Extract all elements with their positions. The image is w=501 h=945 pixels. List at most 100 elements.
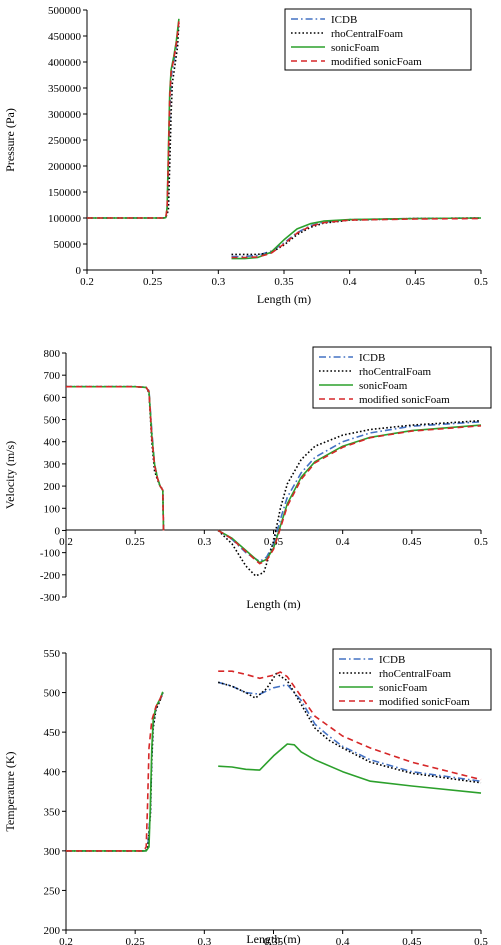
x-tick-label: 0.45 xyxy=(402,936,422,945)
x-tick-label: 0.2 xyxy=(59,536,73,548)
y-tick-label: 350 xyxy=(44,806,61,818)
y-tick-label: 500 xyxy=(44,688,61,700)
y-axis-title: Temperature (K) xyxy=(3,751,17,831)
series-line-2 xyxy=(66,692,164,852)
legend-label: rhoCentralFoam xyxy=(379,668,452,680)
legend: ICDB rhoCentralFoam sonicFoam modified soni… xyxy=(312,346,492,409)
y-axis-title: Velocity (m/s) xyxy=(3,441,17,509)
x-tick-label: 0.3 xyxy=(211,276,225,288)
y-tick-label: 150000 xyxy=(48,187,82,199)
y-tick-label: 200 xyxy=(44,481,61,493)
legend-label: ICDB xyxy=(359,352,385,364)
chart-1: 0 50000 100000 150000 200000 250000 300000 3500… xyxy=(3,5,488,306)
x-tick-label: 0.4 xyxy=(336,536,350,548)
y-tick-label: 800 xyxy=(44,348,61,360)
y-tick-label: 550 xyxy=(44,648,61,660)
y-tick-label: 100 xyxy=(44,503,61,515)
series-line-3 xyxy=(87,18,180,219)
x-tick-label: 0.4 xyxy=(343,276,357,288)
series-line-4 xyxy=(66,385,165,531)
series-line-1 xyxy=(87,20,180,219)
x-tick-label: 0.2 xyxy=(80,276,94,288)
y-tick-label: 250 xyxy=(44,885,61,897)
y-tick-label: 300 xyxy=(44,846,61,858)
legend-label: sonicFoam xyxy=(331,42,380,54)
y-tick-label: 0 xyxy=(55,525,61,537)
x-axis-title: Length (m) xyxy=(246,597,300,611)
series-line-2 xyxy=(87,22,180,219)
y-tick-label: 50000 xyxy=(54,239,82,251)
series-line-1 xyxy=(66,385,165,531)
x-tick-label: 0.5 xyxy=(474,276,488,288)
series-line-2 xyxy=(231,217,482,256)
legend-label: sonicFoam xyxy=(379,682,428,694)
legend: ICDB rhoCentralFoam sonicFoam modified soni… xyxy=(284,8,472,71)
y-tick-label: 700 xyxy=(44,370,61,382)
y-tick-label: 400 xyxy=(44,437,61,449)
series-line-4 xyxy=(217,425,482,565)
series-line-1 xyxy=(66,692,164,852)
chart-3: 200 250 300 350 400 450 500 550 0.2 0.25 0.3 0.35 0.… xyxy=(3,648,492,945)
legend-label: modified sonicFoam xyxy=(331,56,422,68)
x-tick-label: 0.3 xyxy=(197,536,211,548)
y-tick-label: 300 xyxy=(44,459,61,471)
legend-label: sonicFoam xyxy=(359,380,408,392)
x-tick-label: 0.25 xyxy=(126,536,146,548)
y-tick-label: 200 xyxy=(44,925,61,937)
series-line-4 xyxy=(66,692,164,852)
y-tick-label: 400 xyxy=(44,767,61,779)
series-line-4 xyxy=(231,217,482,259)
y-tick-label: 500 xyxy=(44,415,61,427)
y-tick-label: 200000 xyxy=(48,161,82,173)
y-tick-label: 600 xyxy=(44,392,61,404)
x-tick-label: 0.45 xyxy=(402,536,422,548)
y-tick-label: -200 xyxy=(40,570,61,582)
series-line-4 xyxy=(87,21,180,219)
y-tick-label: 300000 xyxy=(48,109,82,121)
legend-label: ICDB xyxy=(331,14,357,26)
y-tick-label: -300 xyxy=(40,592,61,604)
series-line-1 xyxy=(231,217,482,258)
series-line-4 xyxy=(218,670,482,781)
x-tick-label: 0.2 xyxy=(59,936,73,945)
legend-label: modified sonicFoam xyxy=(359,394,450,406)
y-tick-label: 450 xyxy=(44,727,61,739)
y-tick-label: 250000 xyxy=(48,135,82,147)
x-tick-label: 0.3 xyxy=(197,936,211,945)
legend: ICDB rhoCentralFoam sonicFoam modified soni… xyxy=(332,648,492,711)
y-tick-label: 0 xyxy=(76,265,82,277)
chart-2: -300 -200 -100 0 100 200 300 400 500 600 700 800 0.2… xyxy=(3,346,492,611)
series-line-3 xyxy=(66,691,164,852)
y-tick-label: -100 xyxy=(40,548,61,560)
legend-label: rhoCentralFoam xyxy=(359,366,432,378)
legend-label: rhoCentralFoam xyxy=(331,28,404,40)
legend-label: ICDB xyxy=(379,654,405,666)
legend-label: modified sonicFoam xyxy=(379,696,470,708)
y-tick-label: 400000 xyxy=(48,57,82,69)
series-line-1 xyxy=(217,681,482,782)
x-tick-label: 0.5 xyxy=(474,936,488,945)
series-line-2 xyxy=(66,385,165,531)
x-tick-label: 0.25 xyxy=(126,936,146,945)
x-tick-label: 0.35 xyxy=(264,936,284,945)
y-tick-label: 100000 xyxy=(48,213,82,225)
x-axis-title: Length (m) xyxy=(257,292,311,306)
y-tick-label: 350000 xyxy=(48,83,82,95)
series-line-2 xyxy=(217,672,482,784)
x-tick-label: 0.5 xyxy=(474,536,488,548)
x-tick-label: 0.45 xyxy=(406,276,426,288)
series-line-3 xyxy=(218,743,482,794)
y-axis-title: Pressure (Pa) xyxy=(3,108,17,172)
series-line-3 xyxy=(231,217,482,260)
legend-box xyxy=(312,346,492,409)
series-line-3 xyxy=(217,424,482,564)
x-tick-label: 0.4 xyxy=(336,936,350,945)
y-tick-label: 450000 xyxy=(48,31,82,43)
x-tick-label: 0.35 xyxy=(274,276,294,288)
series-line-1 xyxy=(217,421,482,563)
x-axis-title: Length (m) xyxy=(246,932,300,945)
y-tick-label: 500000 xyxy=(48,5,82,17)
series-line-3 xyxy=(66,385,165,531)
x-tick-label: 0.25 xyxy=(143,276,163,288)
